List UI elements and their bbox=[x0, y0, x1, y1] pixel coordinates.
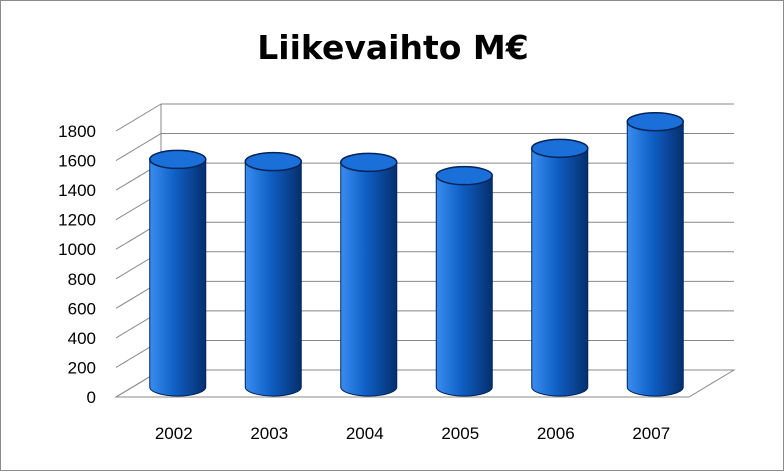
bar-top-2007 bbox=[626, 111, 684, 132]
y-tick-label-400: 400 bbox=[68, 329, 96, 348]
bar-body-2003 bbox=[244, 161, 302, 397]
bar-body-2004 bbox=[340, 161, 398, 397]
bar-2003 bbox=[244, 151, 302, 397]
bar-2007 bbox=[626, 111, 684, 397]
y-axis-labels: 0 200 400 600 800 1000 1200 1400 1600 1800 bbox=[58, 122, 96, 407]
bar-2006 bbox=[531, 138, 589, 397]
x-tick-label-2006: 2006 bbox=[537, 424, 575, 443]
x-tick-label-2003: 2003 bbox=[250, 424, 288, 443]
y-tick-label-1400: 1400 bbox=[58, 181, 96, 200]
floor-outline bbox=[114, 369, 736, 398]
bar-2002 bbox=[149, 149, 207, 397]
x-axis-labels: 2002 2003 2004 2005 2006 2007 bbox=[155, 424, 670, 443]
y-tick-label-800: 800 bbox=[68, 270, 96, 289]
y-tick-label-0: 0 bbox=[87, 388, 96, 407]
bar-top-2004 bbox=[340, 152, 398, 173]
bars-layer bbox=[149, 111, 684, 397]
bar-2005 bbox=[435, 165, 493, 397]
bar-body-2007 bbox=[626, 121, 684, 397]
side-gridline-1600 bbox=[115, 133, 162, 161]
bar-top-2006 bbox=[531, 138, 589, 159]
x-tick-label-2005: 2005 bbox=[441, 424, 479, 443]
bar-top-2002 bbox=[149, 149, 207, 170]
bar-top-2005 bbox=[435, 165, 493, 186]
bar-2004 bbox=[340, 152, 398, 397]
y-tick-label-1200: 1200 bbox=[58, 211, 96, 230]
y-tick-label-1000: 1000 bbox=[58, 240, 96, 259]
x-tick-label-2004: 2004 bbox=[346, 424, 384, 443]
x-tick-label-2007: 2007 bbox=[632, 424, 670, 443]
y-tick-label-1600: 1600 bbox=[58, 152, 96, 171]
y-tick-label-1800: 1800 bbox=[58, 122, 96, 141]
bar-body-2002 bbox=[149, 158, 207, 397]
chart-title: Liikevaihto M€ bbox=[257, 28, 528, 67]
y-tick-label-600: 600 bbox=[68, 299, 96, 318]
x-tick-label-2002: 2002 bbox=[155, 424, 193, 443]
bar-body-2005 bbox=[435, 175, 493, 397]
y-tick-label-200: 200 bbox=[68, 358, 96, 377]
side-gridline-1800 bbox=[115, 103, 162, 132]
bar-body-2006 bbox=[531, 147, 589, 397]
bar-top-2003 bbox=[244, 151, 302, 172]
